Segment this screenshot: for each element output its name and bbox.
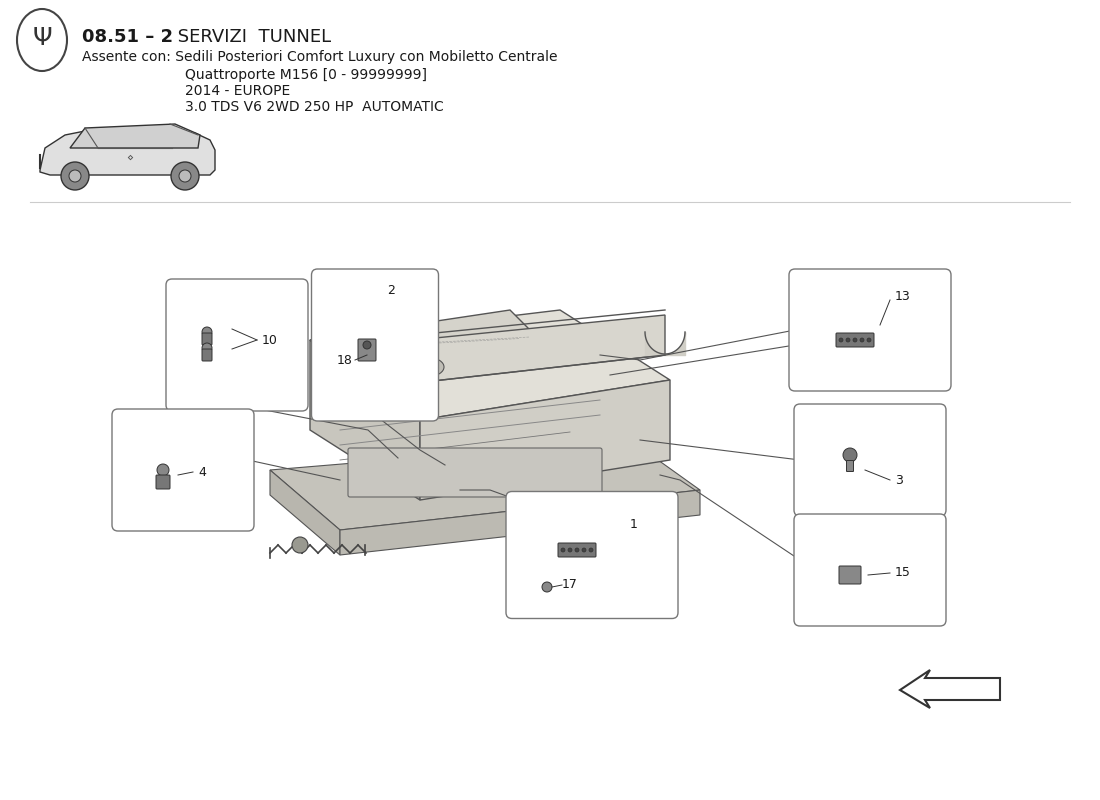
Circle shape	[843, 448, 857, 462]
Text: 15: 15	[895, 566, 911, 579]
Polygon shape	[420, 380, 670, 500]
Text: 2: 2	[387, 283, 395, 297]
Circle shape	[69, 170, 81, 182]
Polygon shape	[310, 340, 420, 500]
FancyBboxPatch shape	[789, 269, 952, 391]
FancyBboxPatch shape	[558, 543, 596, 557]
FancyBboxPatch shape	[839, 566, 861, 584]
Circle shape	[860, 338, 864, 342]
FancyBboxPatch shape	[794, 514, 946, 626]
Circle shape	[582, 548, 586, 552]
Circle shape	[179, 170, 191, 182]
FancyBboxPatch shape	[156, 475, 170, 489]
Text: 10: 10	[262, 334, 278, 346]
Circle shape	[542, 582, 552, 592]
Text: SERVIZI  TUNNEL: SERVIZI TUNNEL	[172, 28, 331, 46]
Text: Assente con: Sedili Posteriori Comfort Luxury con Mobiletto Centrale: Assente con: Sedili Posteriori Comfort L…	[82, 50, 558, 64]
Circle shape	[170, 162, 199, 190]
FancyBboxPatch shape	[794, 404, 946, 516]
Polygon shape	[415, 315, 666, 383]
Text: 17: 17	[562, 578, 578, 591]
Polygon shape	[340, 490, 700, 555]
FancyBboxPatch shape	[112, 409, 254, 531]
Text: Quattroporte M156 [0 - 99999999]: Quattroporte M156 [0 - 99999999]	[185, 68, 427, 82]
Text: 4: 4	[198, 466, 206, 478]
Text: ⋄: ⋄	[126, 153, 133, 163]
Polygon shape	[900, 670, 1000, 708]
FancyBboxPatch shape	[166, 279, 308, 411]
FancyBboxPatch shape	[506, 491, 678, 618]
Polygon shape	[270, 470, 340, 555]
Text: 3: 3	[895, 474, 903, 486]
Circle shape	[846, 338, 850, 342]
Circle shape	[588, 548, 593, 552]
FancyBboxPatch shape	[348, 448, 602, 497]
Circle shape	[157, 464, 169, 476]
Text: 08.51 – 2: 08.51 – 2	[82, 28, 173, 46]
FancyBboxPatch shape	[311, 269, 439, 421]
Polygon shape	[40, 128, 214, 175]
Polygon shape	[270, 440, 700, 530]
Circle shape	[561, 548, 565, 552]
Ellipse shape	[416, 358, 444, 376]
Text: 2014 - EUROPE: 2014 - EUROPE	[185, 84, 290, 98]
Ellipse shape	[16, 9, 67, 71]
Circle shape	[839, 338, 843, 342]
Text: 18: 18	[337, 354, 353, 366]
Text: Ψ: Ψ	[32, 26, 52, 50]
Circle shape	[292, 537, 308, 553]
Text: 1: 1	[630, 518, 638, 531]
Circle shape	[202, 343, 212, 353]
Polygon shape	[310, 310, 670, 420]
Circle shape	[852, 338, 857, 342]
FancyBboxPatch shape	[202, 349, 212, 361]
FancyBboxPatch shape	[836, 333, 874, 347]
Circle shape	[60, 162, 89, 190]
Circle shape	[867, 338, 871, 342]
Polygon shape	[70, 124, 200, 148]
Circle shape	[568, 548, 572, 552]
FancyBboxPatch shape	[358, 339, 376, 361]
Circle shape	[202, 327, 212, 337]
Text: 3.0 TDS V6 2WD 250 HP  AUTOMATIC: 3.0 TDS V6 2WD 250 HP AUTOMATIC	[185, 100, 443, 114]
Text: 13: 13	[895, 290, 911, 303]
Circle shape	[363, 341, 371, 349]
FancyBboxPatch shape	[202, 333, 212, 345]
FancyBboxPatch shape	[847, 461, 854, 471]
Polygon shape	[310, 310, 556, 395]
Circle shape	[575, 548, 579, 552]
